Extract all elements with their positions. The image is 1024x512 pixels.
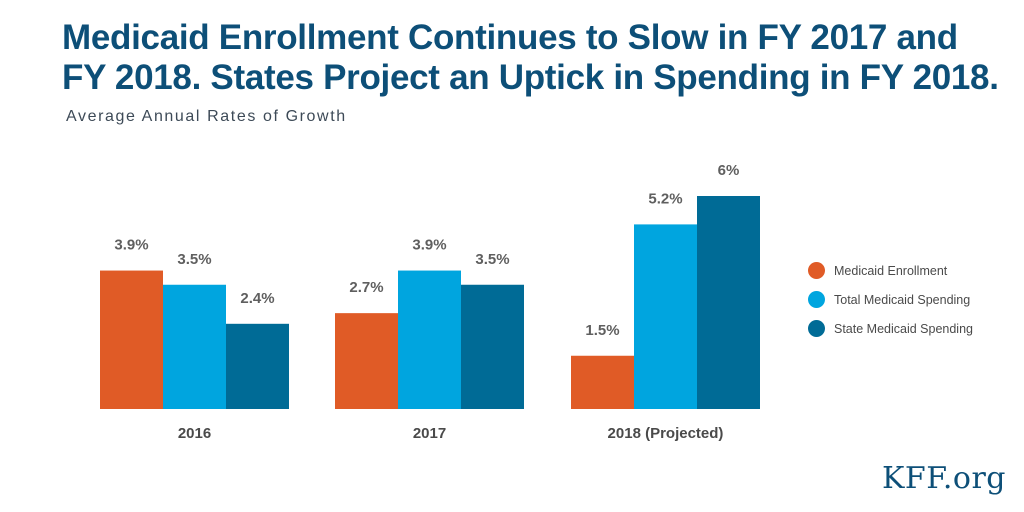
legend-label-total-spending: Total Medicaid Spending <box>834 292 971 307</box>
legend-swatch-total-spending <box>808 291 825 308</box>
chart-subtitle: Average Annual Rates of Growth <box>66 108 347 125</box>
legend-swatch-enrollment <box>808 262 825 279</box>
data-label: 1.5% <box>585 322 619 339</box>
bar-medicaid-enrollment-3 <box>571 355 634 409</box>
data-label: 2.7% <box>349 279 383 296</box>
chart-title: Medicaid Enrollment Continues to Slow in… <box>62 18 999 97</box>
category-label: 2016 <box>178 425 211 442</box>
legend-item-enrollment: Medicaid Enrollment <box>808 256 973 285</box>
legend-swatch-state-spending <box>808 320 825 337</box>
kff-logo[interactable]: KFF.org <box>881 461 1006 496</box>
legend: Medicaid Enrollment Total Medicaid Spend… <box>808 256 973 343</box>
bar-total-medicaid-spending-3 <box>634 224 697 409</box>
bar-total-medicaid-spending-1 <box>163 284 226 409</box>
legend-label-state-spending: State Medicaid Spending <box>834 321 973 336</box>
bar-total-medicaid-spending-2 <box>398 270 461 409</box>
data-label: 3.9% <box>412 237 446 254</box>
data-label: 3.9% <box>114 237 148 254</box>
category-label: 2017 <box>413 425 446 442</box>
legend-item-total-spending: Total Medicaid Spending <box>808 285 973 314</box>
bar-medicaid-enrollment-1 <box>100 270 163 409</box>
data-label: 3.5% <box>475 251 509 268</box>
bar-state-medicaid-spending-1 <box>226 323 289 409</box>
bar-medicaid-enrollment-2 <box>335 313 398 409</box>
category-label: 2018 (Projected) <box>608 425 724 442</box>
data-label: 3.5% <box>177 251 211 268</box>
data-label: 6% <box>718 162 740 179</box>
data-label: 5.2% <box>648 190 682 207</box>
data-label: 2.4% <box>240 290 274 307</box>
legend-label-enrollment: Medicaid Enrollment <box>834 263 948 278</box>
bar-state-medicaid-spending-2 <box>461 284 524 409</box>
legend-item-state-spending: State Medicaid Spending <box>808 314 973 343</box>
bar-state-medicaid-spending-3 <box>697 196 760 409</box>
